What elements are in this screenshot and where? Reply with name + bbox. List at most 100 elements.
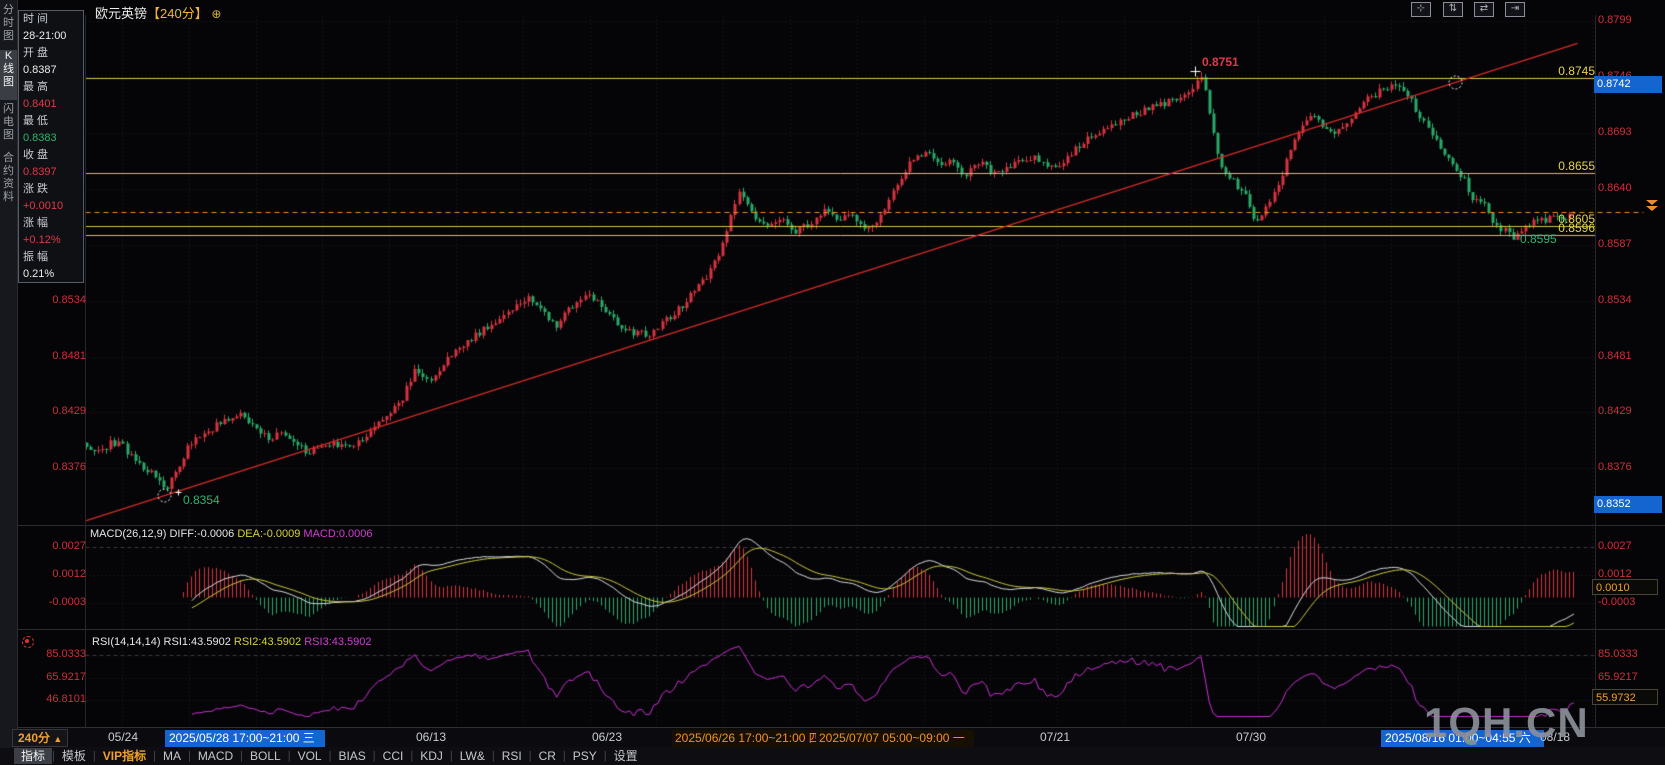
toolbar-item-cci[interactable]: CCI (382, 749, 404, 763)
macd-axis-label: 0.0027 (52, 540, 86, 552)
date-tick[interactable]: 07/30 (1236, 730, 1267, 744)
macd-axis-label: 0.0012 (52, 568, 86, 580)
date-tick[interactable]: 07/21 (1040, 730, 1071, 744)
sidebar-tab-flash[interactable]: 闪 电 图 (3, 103, 14, 141)
last-price-marker-icon (1646, 200, 1658, 211)
rsi-header: RSI(14,14,14) RSI1:43.5902 RSI2:43.5902 … (92, 636, 372, 648)
price-axis-label: 0.8640 (1598, 181, 1632, 194)
price-axis-label: 0.8481 (1598, 349, 1632, 362)
macd-diff-value: DIFF:-0.0006 (169, 528, 235, 540)
price-axis-label: 0.8429 (52, 404, 86, 417)
toolbar-separator: | (562, 750, 566, 762)
info-row-label: 振 幅 (23, 251, 49, 263)
toolbar-item-lwr[interactable]: LW& (459, 749, 485, 763)
toolbar-item-vip-indicator[interactable]: VIP指标 (102, 749, 147, 763)
macd-axis-label: 0.0027 (1598, 540, 1632, 552)
toolbar-separator: | (603, 750, 607, 762)
info-row-label: 开 盘 (23, 47, 49, 59)
sidebar-tab-intraday[interactable]: 分 时 图 (3, 4, 14, 42)
macd-header: MACD(26,12,9) DIFF:-0.0006 DEA:-0.0009 M… (90, 528, 373, 540)
toolbar-item-psy[interactable]: PSY (572, 749, 597, 763)
range-low-price-box: 0.8352 (1594, 496, 1662, 513)
toolbar-separator: | (528, 750, 532, 762)
date-tick[interactable]: 06/23 (592, 730, 623, 744)
hline-price-label: 0.8655 (1558, 159, 1595, 174)
period-label: 【240分】 (147, 6, 208, 21)
toolbar-item-cr[interactable]: CR (538, 749, 556, 763)
axis-scale-vertical-icon[interactable]: ⇅ (1443, 2, 1463, 17)
sidebar-tab-kline[interactable]: K 线 图 (0, 50, 17, 100)
info-row-value: +0.12% (23, 234, 61, 246)
hline-price-label: 0.8745 (1558, 64, 1595, 79)
macd-axis-label: -0.0003 (1598, 596, 1636, 608)
toolbar-item-boll[interactable]: BOLL (250, 749, 281, 763)
session-range-tick[interactable]: 2025/07/07 05:00~09:00 一 (816, 730, 974, 747)
info-row-value: 0.8387 (23, 64, 57, 76)
panel-separator (0, 629, 1665, 630)
toolbar-separator: | (372, 750, 376, 762)
toolbar-separator: | (287, 750, 291, 762)
price-axis-label: 0.8376 (52, 460, 86, 473)
rsi1-value: RSI1:43.5902 (163, 636, 231, 648)
collapse-axis-icon[interactable]: ⇥ (1505, 2, 1525, 17)
rsi-params: RSI(14,14,14) (92, 636, 161, 648)
session-range-tick[interactable]: 2025/05/28 17:00~21:00 三 (165, 730, 325, 747)
price-axis-label: 0.8376 (1598, 460, 1632, 473)
candle-info-panel: 时 间 28-21:00 开 盘 0.8387 最 高 0.8401 最 低 0.8383 收 … (18, 10, 84, 283)
panel-separator (0, 525, 1665, 526)
toolbar-separator: | (92, 750, 96, 762)
date-tick[interactable]: 08/18 (1540, 730, 1571, 744)
session-range-tick[interactable]: 2025/08/16 01:00~04:55 六 (1381, 730, 1544, 747)
info-row-value: +0.0010 (23, 200, 64, 212)
toolbar-item-ma[interactable]: MA (162, 749, 181, 763)
rsi-axis-label: 85.0333 (1598, 648, 1638, 660)
indicator-toolbar: 指标 | 模板 | VIP指标 | MA | MACD | BOLL | VOL | BIAS | CCI | KD… (0, 747, 1665, 765)
info-row-value: 0.21% (23, 268, 55, 280)
toolbar-item-vol[interactable]: VOL (297, 749, 322, 763)
axis-scale-horizontal-icon[interactable]: ⇄ (1474, 2, 1494, 17)
rsi-axis-label: 46.8101 (46, 693, 86, 705)
toolbar-item-template[interactable]: 模板 (61, 749, 86, 763)
toolbar-item-rsi[interactable]: RSI (501, 749, 522, 763)
toolbar-separator: | (52, 750, 55, 762)
macd-axis-label: -0.0003 (48, 596, 86, 608)
info-row-value: 0.8383 (23, 132, 57, 144)
trendline-start-price-label: 0.8354 (183, 493, 220, 507)
crosshair-tool-icon[interactable]: ⊹ (1411, 2, 1431, 17)
rsi-axis-label: 85.0333 (46, 648, 86, 660)
info-row-label: 最 低 (23, 115, 49, 127)
toolbar-separator: | (187, 750, 191, 762)
session-range-tick[interactable]: 2025/06/26 17:00~21:00 四 (672, 730, 820, 747)
macd-axis-label: 0.0012 (1598, 568, 1632, 580)
price-axis-label: 0.8481 (52, 349, 86, 362)
toolbar-separator: | (328, 750, 332, 762)
macd-current-value-box: 0.0010 (1592, 579, 1658, 595)
period-selector-button[interactable]: 240分 ▲ (12, 729, 69, 747)
toolbar-item-macd[interactable]: MACD (197, 749, 234, 763)
price-axis-label: 0.8799 (1598, 14, 1632, 26)
toolbar-separator: | (449, 750, 453, 762)
date-tick[interactable]: 06/13 (416, 730, 447, 744)
macd-macd-value: MACD:0.0006 (303, 528, 373, 540)
toolbar-item-settings[interactable]: 设置 (613, 749, 638, 763)
toolbar-separator: | (240, 750, 244, 762)
period-value: 240分 (18, 731, 51, 745)
peak-price-label: 0.8751 (1202, 55, 1239, 69)
date-tick[interactable]: 05/24 (108, 730, 139, 744)
plot-right-edge (1595, 15, 1596, 727)
toolbar-item-indicator[interactable]: 指标 (14, 748, 53, 764)
sidebar-tab-contract-info[interactable]: 合 约 资 料 (3, 152, 14, 203)
price-axis-label: 0.8534 (52, 293, 86, 306)
toolbar-item-kdj[interactable]: KDJ (420, 749, 443, 763)
alert-dot-icon[interactable] (22, 636, 34, 648)
chart-type-sidebar: 分 时 图 K 线 图闪 电 图合 约 资 料 (0, 0, 18, 748)
info-row-label: 涨 幅 (23, 217, 49, 229)
toolbar-item-bias[interactable]: BIAS (338, 749, 366, 763)
add-indicator-icon[interactable]: ⊕ (211, 7, 222, 21)
symbol-name: 欧元英镑 (95, 6, 148, 21)
rsi-current-value-box: 55.9732 (1592, 689, 1658, 705)
info-row-label: 收 盘 (23, 149, 49, 161)
watermark: 1QH.CN (1424, 699, 1589, 746)
macd-params: MACD(26,12,9) (90, 528, 167, 540)
